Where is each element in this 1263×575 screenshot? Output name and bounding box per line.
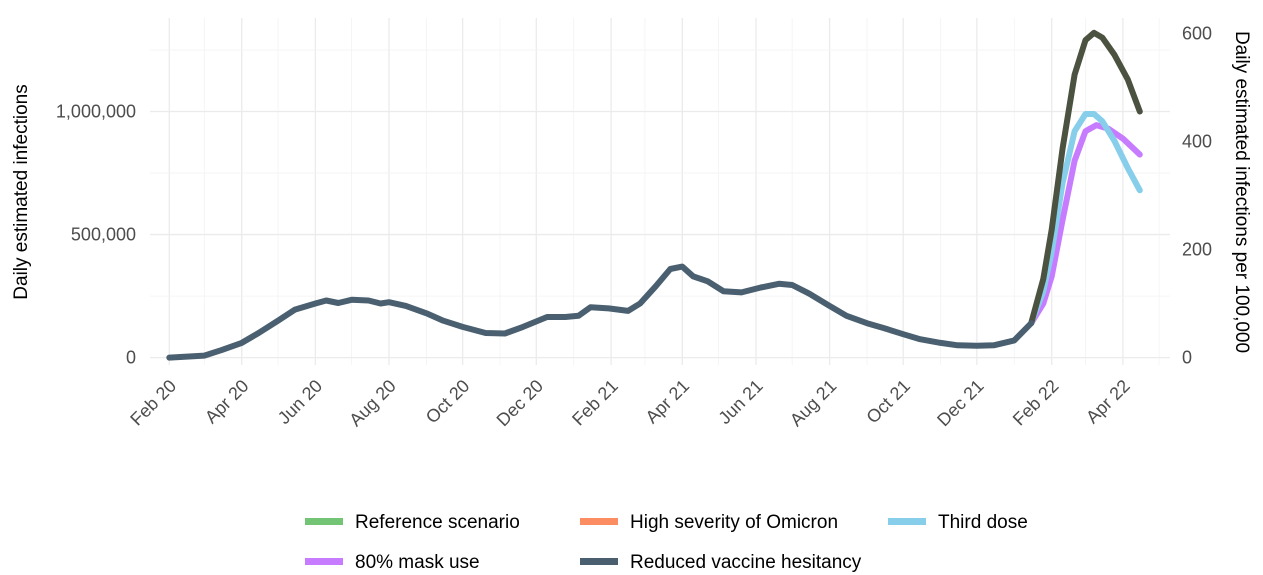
x-tick-label: Apr 20 xyxy=(201,376,253,428)
x-tick-label: Dec 21 xyxy=(933,376,987,430)
x-tick-label: Feb 22 xyxy=(1009,376,1063,430)
series-line-80-mask-use xyxy=(1028,122,1143,327)
y-right-tick-label: 200 xyxy=(1182,240,1212,260)
x-tick-label: Oct 20 xyxy=(422,376,474,428)
x-tick-label: Feb 20 xyxy=(126,376,180,430)
x-tick-label: Jun 21 xyxy=(714,376,766,428)
x-tick-label: Apr 21 xyxy=(642,376,694,428)
y-tick-label: 1,000,000 xyxy=(56,102,136,122)
legend-swatch xyxy=(888,518,926,525)
y-axis-right-title: Daily estimated infections per 100,000 xyxy=(1231,31,1252,353)
series-line-third-dose xyxy=(1028,111,1143,327)
legend-swatch xyxy=(305,518,343,525)
legend-label: High severity of Omicron xyxy=(630,512,838,533)
x-axis: Feb 20 Apr 20 Jun 20 Aug 20 Oct 20 Dec 20 Feb … xyxy=(126,376,1133,430)
x-tick-label: Aug 21 xyxy=(786,376,840,430)
x-tick-label: Aug 20 xyxy=(345,376,399,430)
series-line-reduced-vaccine-hesitancy xyxy=(1028,29,1143,327)
y-right-tick-label: 600 xyxy=(1182,24,1212,44)
legend-label: Reference scenario xyxy=(355,512,520,533)
x-tick-label: Dec 20 xyxy=(493,376,547,430)
y-tick-label: 0 xyxy=(126,348,136,368)
y-axis-right: 0 200 400 600 xyxy=(1182,24,1212,368)
legend-swatch xyxy=(580,518,618,525)
y-axis-left: 0 500,000 1,000,000 xyxy=(56,102,136,368)
series-line-shared-history xyxy=(166,263,1035,361)
legend-swatch xyxy=(580,558,618,565)
y-right-tick-label: 0 xyxy=(1182,348,1192,368)
legend-swatch xyxy=(305,558,343,565)
y-tick-label: 500,000 xyxy=(71,225,136,245)
x-tick-label: Jun 20 xyxy=(274,376,326,428)
y-axis-title: Daily estimated infections xyxy=(11,84,32,299)
legend: Reference scenario High severity of Omicr… xyxy=(305,512,1028,573)
x-tick-label: Oct 21 xyxy=(862,376,914,428)
series-lines xyxy=(166,29,1143,361)
legend-label: 80% mask use xyxy=(355,552,480,573)
y-right-tick-label: 400 xyxy=(1182,132,1212,152)
grid xyxy=(150,18,1170,365)
legend-label: Third dose xyxy=(938,512,1028,533)
legend-label: Reduced vaccine hesitancy xyxy=(630,552,862,573)
x-tick-label: Apr 22 xyxy=(1082,376,1134,428)
x-tick-label: Feb 21 xyxy=(568,376,622,430)
